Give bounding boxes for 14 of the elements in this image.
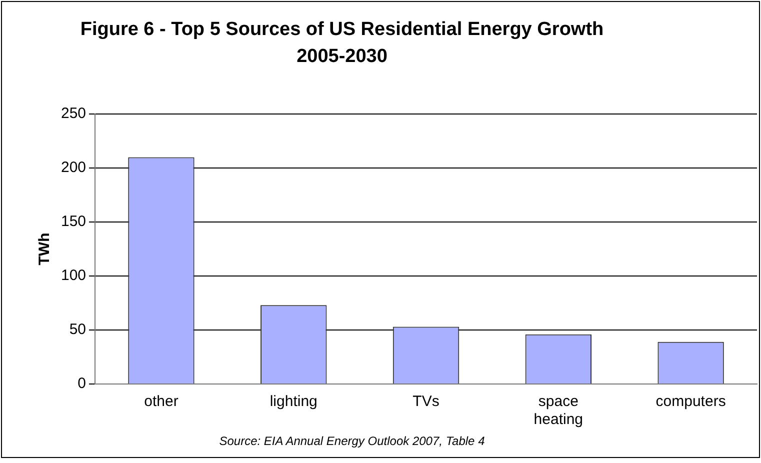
y-tick-label: 250 (60, 105, 86, 122)
x-tick-label: computers (656, 393, 726, 410)
y-tick-label: 100 (60, 267, 86, 284)
source-note: Source: EIA Annual Energy Outlook 2007, Table 4 (218, 434, 486, 448)
y-tick-label: 200 (60, 159, 86, 176)
y-tick-label: 50 (69, 321, 86, 338)
y-tick-label: 0 (78, 375, 86, 392)
x-tick-label: space heating (534, 393, 584, 428)
x-tick-label: TVs (412, 393, 440, 410)
x-tick-label: other (144, 393, 178, 410)
y-axis-title: TWh (36, 232, 54, 266)
x-tick-label: lighting (270, 393, 318, 410)
y-tick-label: 150 (60, 213, 86, 230)
chart-title: Figure 6 - Top 5 Sources of US Residential Energy Growth 2005-2030 (79, 18, 605, 69)
